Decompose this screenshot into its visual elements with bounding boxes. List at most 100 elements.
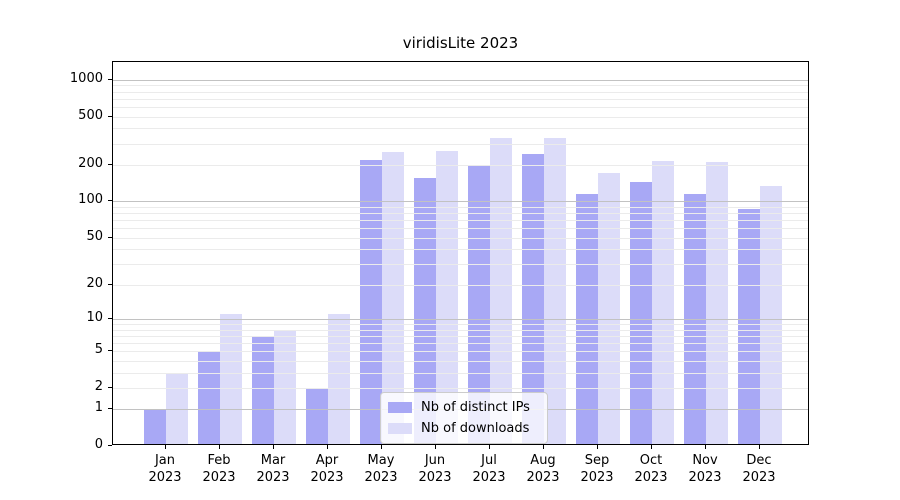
y-tick-mark [108,386,112,388]
y-tick-mark [108,200,112,202]
x-tick-label-line: 2023 [634,470,668,485]
y-tick-label: 50 [86,228,103,244]
gridline-minor [113,351,808,353]
legend-label-downloads: Nb of downloads [421,421,530,436]
gridline-minor [113,237,808,239]
gridline-minor [113,284,808,286]
legend-item-distinct-ips: Nb of distinct IPs [388,397,539,418]
y-tick-mark [108,283,112,285]
bar-distinct-ips [522,154,544,444]
gridline-minor [113,164,808,166]
x-tick-label: Feb 2023 [191,452,247,486]
gridline-minor [113,360,808,362]
x-tick-label-line: Jan [154,453,176,468]
x-tick-mark [435,445,436,449]
gridline-minor [113,335,808,337]
x-tick-mark [219,445,220,449]
x-tick-label-line: 2023 [472,470,506,485]
x-tick-label: May 2023 [353,452,409,486]
legend-swatch-downloads [388,423,412,434]
x-tick-mark [165,445,166,449]
gridline-minor [113,128,808,130]
x-tick-label-line: Apr [315,453,339,468]
y-tick-mark [108,350,112,352]
bar-distinct-ips [252,335,274,444]
bar-downloads [544,137,566,444]
gridline-major [113,318,808,320]
bar-downloads [598,173,620,444]
x-tick-label-line: Oct [639,453,663,468]
gridline-minor [113,213,808,215]
x-tick-label-line: 2023 [742,470,776,485]
y-tick-label: 500 [78,107,103,123]
x-tick-label: Jan 2023 [137,452,193,486]
x-tick-label-line: 2023 [310,470,344,485]
y-tick-mark [108,163,112,165]
x-tick-label-line: 2023 [364,470,398,485]
bar-downloads [490,138,512,444]
gridline-minor [113,106,808,108]
x-tick-label-line: 2023 [580,470,614,485]
x-tick-label-line: Dec [746,453,772,468]
gridline-minor [113,263,808,265]
x-tick-label: Sep 2023 [569,452,625,486]
bar-distinct-ips [468,164,490,444]
y-tick-mark [108,408,112,410]
x-tick-label-line: May [367,453,395,468]
gridline-minor [113,342,808,344]
y-tick-label: 1000 [69,70,103,86]
x-tick-mark [381,445,382,449]
gridline-minor [113,329,808,331]
y-tick-label: 10 [86,309,103,325]
gridline-minor [113,206,808,208]
y-tick-mark [108,236,112,238]
y-tick-label: 20 [86,275,103,291]
x-tick-label: Jun 2023 [407,452,463,486]
x-tick-label: Apr 2023 [299,452,355,486]
y-tick-mark [108,317,112,319]
x-tick-label: Aug 2023 [515,452,571,486]
bar-distinct-ips [360,159,382,444]
bar-downloads [760,185,782,444]
x-tick-label-line: Nov [692,453,718,468]
y-tick-mark [108,78,112,80]
gridline-minor [113,372,808,374]
y-tick-label: 5 [94,342,103,358]
legend: Nb of distinct IPs Nb of downloads [380,392,548,444]
x-tick-label-line: 2023 [688,470,722,485]
bar-downloads [652,161,674,444]
x-tick-label-line: Jun [424,453,446,468]
legend-label-distinct-ips: Nb of distinct IPs [421,400,530,415]
bar-distinct-ips [630,181,652,444]
gridline-minor [113,249,808,251]
x-tick-label-line: 2023 [148,470,182,485]
bar-downloads [328,314,350,444]
plot-area [112,61,809,445]
x-tick-label-line: 2023 [526,470,560,485]
x-tick-mark [651,445,652,449]
gridline-minor [113,228,808,230]
bar-distinct-ips [198,351,220,444]
gridline-minor [113,323,808,325]
chart-title: viridisLite 2023 [402,34,519,52]
gridline-minor [113,85,808,87]
x-tick-label-line: Feb [207,453,231,468]
x-tick-label-line: Jul [481,453,497,468]
y-tick-label: 100 [78,192,103,208]
x-tick-mark [543,445,544,449]
bar-distinct-ips [306,387,328,444]
y-tick-label: 1 [94,400,103,416]
x-tick-label: Oct 2023 [623,452,679,486]
bar-distinct-ips [414,178,436,444]
bar-downloads [220,314,242,444]
x-tick-mark [489,445,490,449]
bar-downloads [436,151,458,444]
x-tick-label: Jul 2023 [461,452,517,486]
gridline-minor [113,387,808,389]
bar-distinct-ips [144,409,166,444]
bar-downloads [706,162,728,444]
x-tick-label-line: 2023 [202,470,236,485]
x-tick-label: Nov 2023 [677,452,733,486]
x-tick-label-line: Aug [530,453,556,468]
